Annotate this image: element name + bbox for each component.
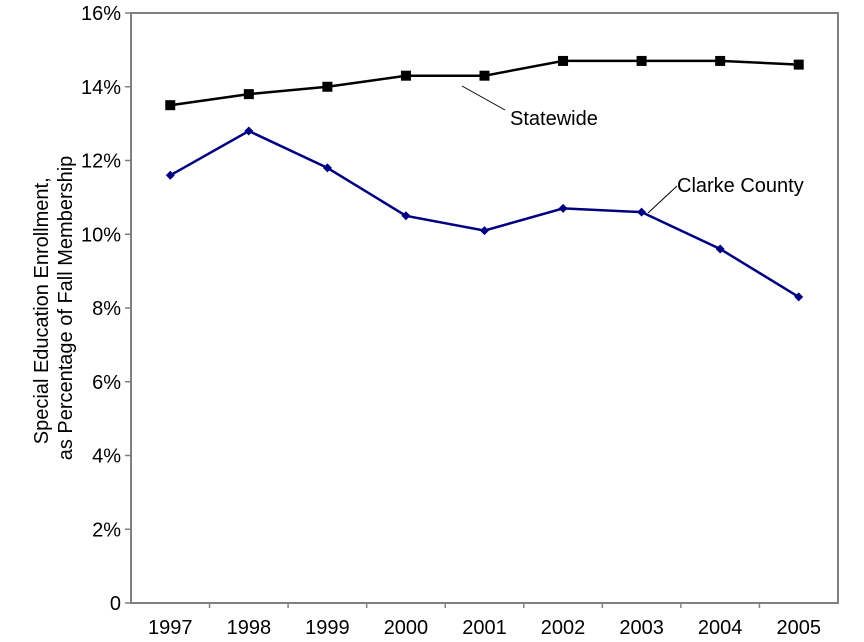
clarke-county-point bbox=[244, 126, 254, 136]
clarke-county-point bbox=[794, 292, 804, 302]
statewide-point bbox=[715, 55, 726, 66]
x-tick-label: 2000 bbox=[384, 617, 429, 637]
statewide-point bbox=[322, 81, 333, 92]
clarke-county-point bbox=[165, 170, 175, 180]
statewide-leader-line bbox=[461, 85, 506, 111]
x-tick-label: 2003 bbox=[619, 617, 664, 637]
y-axis-title: Special Education Enrollment, as Percent… bbox=[31, 156, 77, 461]
y-tick-label: 4% bbox=[92, 446, 121, 468]
y-tick-label: 12% bbox=[81, 151, 121, 173]
x-axis-ticks: 1997 1998 1999 2000 2001 2002 2003 2004 2005 bbox=[148, 603, 821, 639]
y-axis-ticks: 0 2% 4% 6% 8% 10% 12% 14% 16% bbox=[81, 3, 131, 615]
x-tick-label: 2005 bbox=[776, 617, 821, 637]
y-tick-label: 14% bbox=[81, 77, 121, 99]
statewide-series bbox=[165, 55, 804, 111]
clarke-county-point bbox=[322, 163, 332, 173]
y-tick-label: 0 bbox=[110, 593, 121, 615]
clarke-county-point bbox=[637, 207, 647, 217]
clarke-county-line bbox=[169, 129, 800, 298]
y-tick-label: 10% bbox=[81, 224, 121, 246]
y-tick-label: 16% bbox=[81, 3, 121, 25]
clarke-county-series bbox=[165, 126, 804, 302]
x-tick-label: 1997 bbox=[148, 617, 193, 637]
y-tick-label: 6% bbox=[92, 372, 121, 394]
clarke-county-point bbox=[715, 244, 725, 254]
x-tick-label: 1998 bbox=[227, 617, 272, 637]
statewide-point bbox=[243, 89, 254, 100]
clarke-county-point bbox=[480, 226, 489, 236]
statewide-point bbox=[479, 70, 490, 81]
x-tick-label: 2004 bbox=[698, 617, 743, 637]
statewide-point bbox=[400, 70, 411, 81]
statewide-point bbox=[165, 100, 176, 111]
y-axis-title-line-1: Special Education Enrollment, bbox=[31, 177, 53, 444]
y-axis-title-line-2: as Percentage of Fall Membership bbox=[55, 156, 77, 461]
statewide-point bbox=[558, 55, 569, 66]
statewide-point bbox=[636, 55, 647, 66]
clarke-county-leader-line bbox=[647, 185, 678, 214]
statewide-point bbox=[793, 59, 804, 70]
y-tick-label: 2% bbox=[92, 519, 121, 541]
clarke-county-point bbox=[558, 203, 568, 213]
clarke-county-point bbox=[401, 211, 411, 221]
y-tick-label: 8% bbox=[92, 298, 121, 320]
statewide-series-label: Statewide bbox=[510, 108, 598, 130]
plot-area-border bbox=[130, 12, 839, 604]
x-tick-label: 2002 bbox=[541, 617, 586, 637]
series-layer bbox=[165, 55, 804, 302]
x-tick-label: 1999 bbox=[305, 617, 350, 637]
clarke-county-series-label: Clarke County bbox=[677, 175, 804, 197]
x-tick-label: 2001 bbox=[462, 617, 507, 637]
